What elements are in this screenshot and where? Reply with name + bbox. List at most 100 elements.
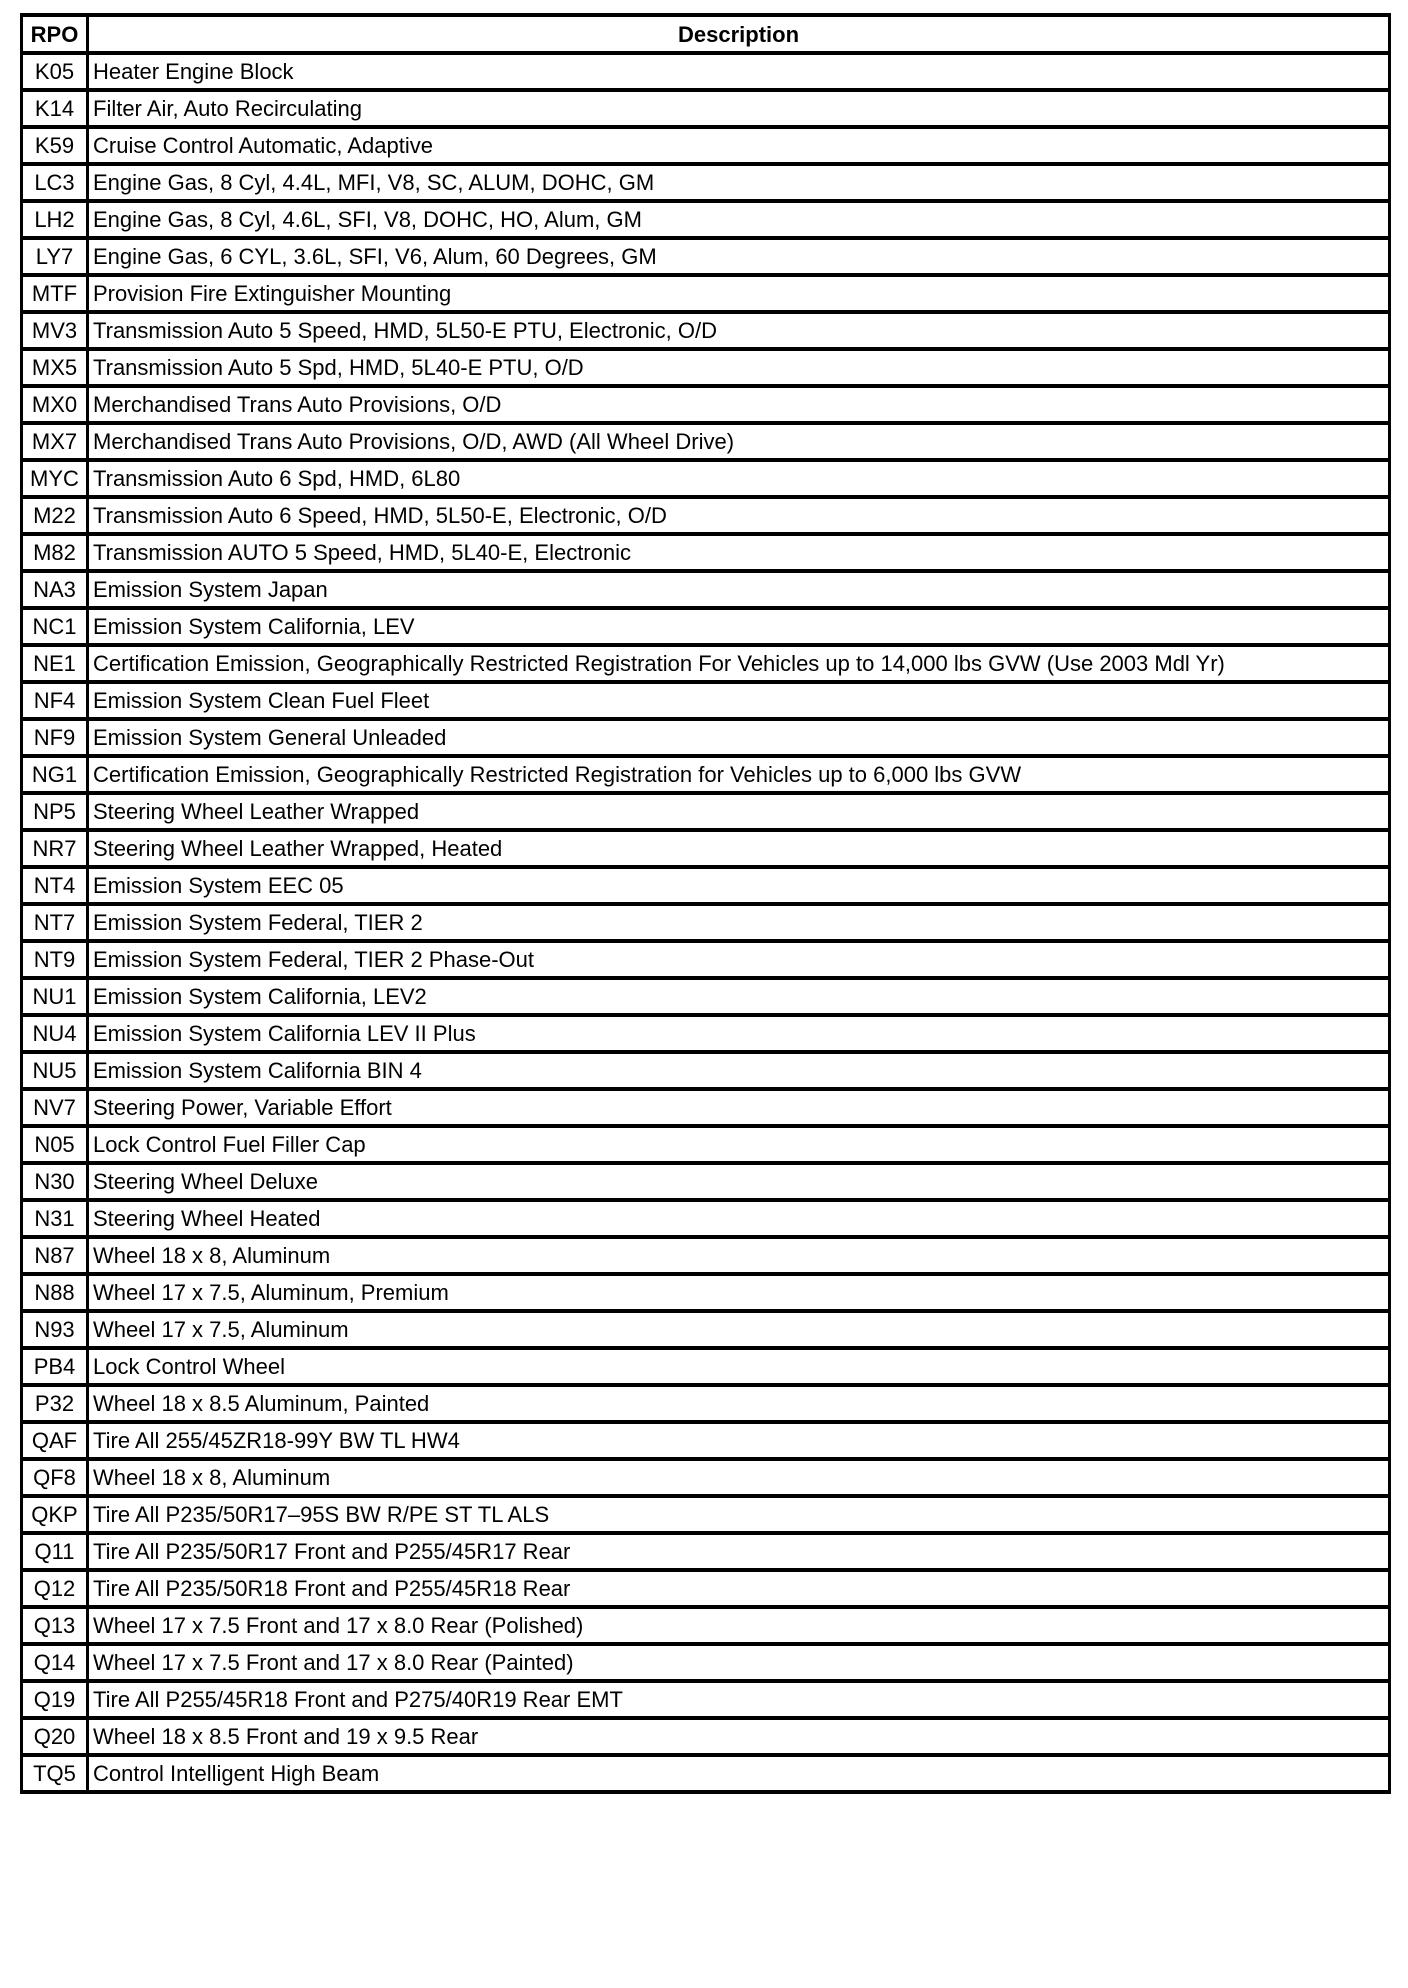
table-row: MV3 Transmission Auto 5 Speed, HMD, 5L50-…: [20, 310, 1391, 351]
description-cell: Merchandised Trans Auto Provisions, O/D: [86, 384, 1391, 425]
table-row: Q13 Wheel 17 x 7.5 Front and 17 x 8.0 Rea…: [20, 1605, 1391, 1646]
description-cell: Wheel 17 x 7.5, Aluminum, Premium: [86, 1272, 1391, 1313]
table-row: NA3 Emission System Japan: [20, 569, 1391, 610]
rpo-cell: NG1: [20, 754, 89, 795]
rpo-cell: LC3: [20, 162, 89, 203]
table-row: NU4 Emission System California LEV II Plu…: [20, 1013, 1391, 1054]
description-cell: Emission System California LEV II Plus: [86, 1013, 1391, 1054]
rpo-cell: LY7: [20, 236, 89, 277]
table-row: NU5 Emission System California BIN 4: [20, 1050, 1391, 1091]
description-cell: Cruise Control Automatic, Adaptive: [86, 125, 1391, 166]
description-cell: Steering Wheel Deluxe: [86, 1161, 1391, 1202]
table-row: NT9 Emission System Federal, TIER 2 Phase…: [20, 939, 1391, 980]
rpo-cell: M82: [20, 532, 89, 573]
description-cell: Emission System California, LEV2: [86, 976, 1391, 1017]
description-cell: Engine Gas, 6 CYL, 3.6L, SFI, V6, Alum, …: [86, 236, 1391, 277]
rpo-cell: NT4: [20, 865, 89, 906]
rpo-cell: K59: [20, 125, 89, 166]
description-cell: Tire All P235/50R17 Front and P255/45R17…: [86, 1531, 1391, 1572]
rpo-cell: MYC: [20, 458, 89, 499]
table-row: NT4 Emission System EEC 05: [20, 865, 1391, 906]
table-row: QAF Tire All 255/45ZR18-99Y BW TL HW4: [20, 1420, 1391, 1461]
rpo-cell: NC1: [20, 606, 89, 647]
description-cell: Provision Fire Extinguisher Mounting: [86, 273, 1391, 314]
description-cell: Steering Wheel Leather Wrapped, Heated: [86, 828, 1391, 869]
description-cell: Transmission Auto 6 Speed, HMD, 5L50-E, …: [86, 495, 1391, 536]
header-row: RPO Description: [20, 13, 1391, 55]
rpo-cell: N31: [20, 1198, 89, 1239]
table-row: NE1 Certification Emission, Geographicall…: [20, 643, 1391, 684]
table-row: MX0 Merchandised Trans Auto Provisions, O…: [20, 384, 1391, 425]
rpo-cell: TQ5: [20, 1753, 89, 1794]
table-row: N30 Steering Wheel Deluxe: [20, 1161, 1391, 1202]
table-row: NF4 Emission System Clean Fuel Fleet: [20, 680, 1391, 721]
table-row: N87 Wheel 18 x 8, Aluminum: [20, 1235, 1391, 1276]
table-row: MX7 Merchandised Trans Auto Provisions, O…: [20, 421, 1391, 462]
description-cell: Lock Control Wheel: [86, 1346, 1391, 1387]
rpo-cell: NF9: [20, 717, 89, 758]
description-cell: Emission System EEC 05: [86, 865, 1391, 906]
description-cell: Steering Power, Variable Effort: [86, 1087, 1391, 1128]
rpo-cell: NR7: [20, 828, 89, 869]
table-row: NG1 Certification Emission, Geographicall…: [20, 754, 1391, 795]
table-row: M82 Transmission AUTO 5 Speed, HMD, 5L40-…: [20, 532, 1391, 573]
description-cell: Tire All 255/45ZR18-99Y BW TL HW4: [86, 1420, 1391, 1461]
description-cell: Emission System Federal, TIER 2 Phase-Ou…: [86, 939, 1391, 980]
table-row: Q20 Wheel 18 x 8.5 Front and 19 x 9.5 Rea…: [20, 1716, 1391, 1757]
table-row: Q12 Tire All P235/50R18 Front and P255/45…: [20, 1568, 1391, 1609]
rpo-cell: N87: [20, 1235, 89, 1276]
table-row: MX5 Transmission Auto 5 Spd, HMD, 5L40-E …: [20, 347, 1391, 388]
description-cell: Emission System Federal, TIER 2: [86, 902, 1391, 943]
header-description: Description: [86, 13, 1391, 55]
rpo-cell: MV3: [20, 310, 89, 351]
rpo-cell: MTF: [20, 273, 89, 314]
table-row: NT7 Emission System Federal, TIER 2: [20, 902, 1391, 943]
description-cell: Certification Emission, Geographically R…: [86, 643, 1391, 684]
table-row: N93 Wheel 17 x 7.5, Aluminum: [20, 1309, 1391, 1350]
table-row: LY7 Engine Gas, 6 CYL, 3.6L, SFI, V6, Alu…: [20, 236, 1391, 277]
rpo-cell: NV7: [20, 1087, 89, 1128]
description-cell: Emission System Clean Fuel Fleet: [86, 680, 1391, 721]
description-cell: Tire All P255/45R18 Front and P275/40R19…: [86, 1679, 1391, 1720]
rpo-cell: MX7: [20, 421, 89, 462]
rpo-cell: K05: [20, 51, 89, 92]
rpo-cell: N05: [20, 1124, 89, 1165]
description-cell: Engine Gas, 8 Cyl, 4.6L, SFI, V8, DOHC, …: [86, 199, 1391, 240]
table-row: NF9 Emission System General Unleaded: [20, 717, 1391, 758]
description-cell: Emission System Japan: [86, 569, 1391, 610]
rpo-cell: NU1: [20, 976, 89, 1017]
table-row: NU1 Emission System California, LEV2: [20, 976, 1391, 1017]
rpo-cell: Q19: [20, 1679, 89, 1720]
description-cell: Wheel 18 x 8.5 Aluminum, Painted: [86, 1383, 1391, 1424]
table-row: K59 Cruise Control Automatic, Adaptive: [20, 125, 1391, 166]
rpo-cell: NU5: [20, 1050, 89, 1091]
table-row: NV7 Steering Power, Variable Effort: [20, 1087, 1391, 1128]
table-row: M22 Transmission Auto 6 Speed, HMD, 5L50-…: [20, 495, 1391, 536]
description-cell: Engine Gas, 8 Cyl, 4.4L, MFI, V8, SC, AL…: [86, 162, 1391, 203]
description-cell: Heater Engine Block: [86, 51, 1391, 92]
description-cell: Transmission Auto 5 Spd, HMD, 5L40-E PTU…: [86, 347, 1391, 388]
rpo-cell: Q12: [20, 1568, 89, 1609]
description-cell: Emission System California BIN 4: [86, 1050, 1391, 1091]
description-cell: Steering Wheel Leather Wrapped: [86, 791, 1391, 832]
table-row: NR7 Steering Wheel Leather Wrapped, Heate…: [20, 828, 1391, 869]
rpo-cell: PB4: [20, 1346, 89, 1387]
rpo-cell: NE1: [20, 643, 89, 684]
table-row: P32 Wheel 18 x 8.5 Aluminum, Painted: [20, 1383, 1391, 1424]
description-cell: Wheel 17 x 7.5 Front and 17 x 8.0 Rear (…: [86, 1605, 1391, 1646]
table-row: TQ5 Control Intelligent High Beam: [20, 1753, 1391, 1794]
description-cell: Transmission Auto 6 Spd, HMD, 6L80: [86, 458, 1391, 499]
rpo-cell: NP5: [20, 791, 89, 832]
table-row: NP5 Steering Wheel Leather Wrapped: [20, 791, 1391, 832]
description-cell: Control Intelligent High Beam: [86, 1753, 1391, 1794]
rpo-cell: MX0: [20, 384, 89, 425]
rpo-cell: QAF: [20, 1420, 89, 1461]
description-cell: Wheel 17 x 7.5 Front and 17 x 8.0 Rear (…: [86, 1642, 1391, 1683]
header-rpo: RPO: [20, 13, 89, 55]
table-row: QF8 Wheel 18 x 8, Aluminum: [20, 1457, 1391, 1498]
table-row: K14 Filter Air, Auto Recirculating: [20, 88, 1391, 129]
description-cell: Transmission Auto 5 Speed, HMD, 5L50-E P…: [86, 310, 1391, 351]
rpo-cell: N88: [20, 1272, 89, 1313]
table-row: LH2 Engine Gas, 8 Cyl, 4.6L, SFI, V8, DOH…: [20, 199, 1391, 240]
rpo-cell: NA3: [20, 569, 89, 610]
